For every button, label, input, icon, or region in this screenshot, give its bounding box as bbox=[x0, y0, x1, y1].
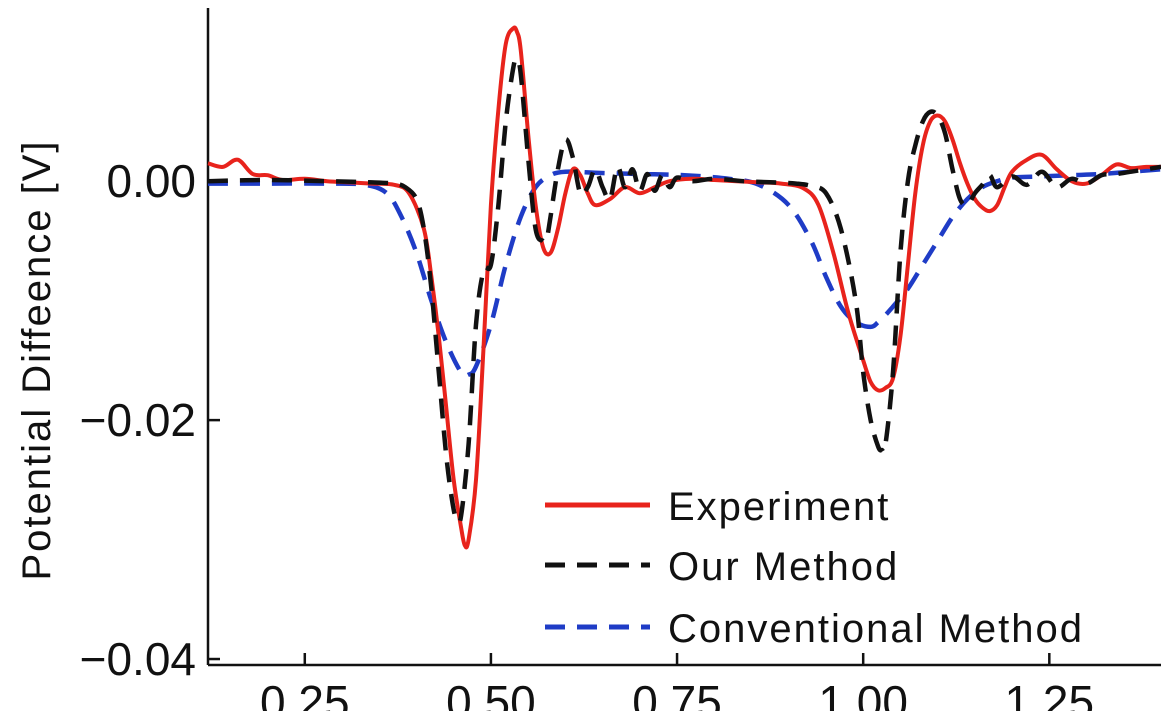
legend-item-our-method: Our Method bbox=[545, 545, 899, 589]
y-tick-label: 0.00 bbox=[106, 155, 196, 207]
plot-area bbox=[206, 8, 1161, 667]
y-axis-ticks: 0.00 −0.02 −0.04 bbox=[80, 155, 220, 685]
x-tick-label: 1.00 bbox=[818, 676, 908, 711]
series-line-our-method bbox=[207, 56, 1161, 525]
x-tick-label: 0.75 bbox=[632, 676, 722, 711]
legend: Experiment Our Method Conventional Metho… bbox=[545, 485, 1084, 651]
x-tick-label: 0.50 bbox=[446, 676, 536, 711]
y-tick-label: −0.02 bbox=[80, 394, 196, 446]
x-axis-ticks: 0.25 0.50 0.75 1.00 1.25 bbox=[260, 653, 1094, 711]
series-line-conventional-method bbox=[208, 167, 1161, 379]
legend-label-conventional-method: Conventional Method bbox=[668, 607, 1084, 651]
legend-label-our-method: Our Method bbox=[668, 545, 899, 589]
series-line-experiment bbox=[207, 25, 1161, 550]
x-tick-label: 1.25 bbox=[1005, 676, 1095, 711]
legend-label-experiment: Experiment bbox=[668, 485, 890, 529]
x-tick-label: 0.25 bbox=[260, 676, 350, 711]
y-axis-label: Potential Diffeence [V] bbox=[15, 139, 59, 580]
y-tick-label: −0.04 bbox=[80, 633, 196, 685]
series-lines bbox=[207, 25, 1161, 550]
legend-item-conventional-method: Conventional Method bbox=[545, 607, 1084, 651]
legend-item-experiment: Experiment bbox=[545, 485, 890, 529]
